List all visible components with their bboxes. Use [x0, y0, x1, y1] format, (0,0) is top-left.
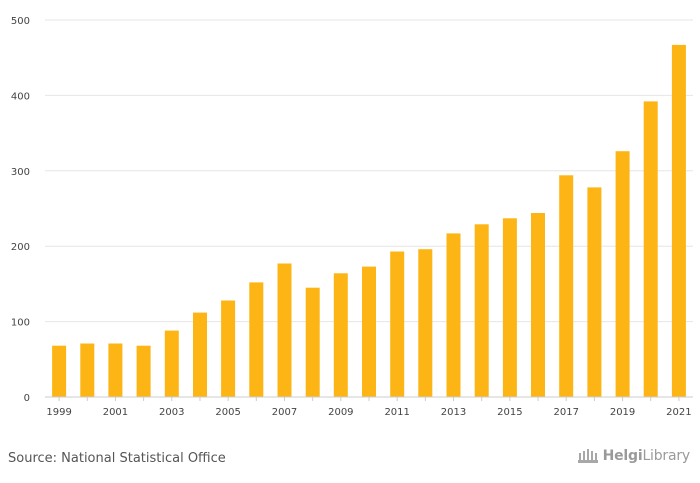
bar-2010[interactable]: [362, 266, 376, 397]
bar-2018[interactable]: [587, 187, 602, 397]
x-tick-label: 2013: [441, 407, 466, 418]
source-note: Source: National Statistical Office: [8, 451, 226, 466]
bar-2006[interactable]: [249, 282, 264, 397]
x-tick-label: 2001: [103, 407, 128, 418]
y-tick-label: 200: [11, 242, 30, 253]
y-tick-label: 400: [11, 91, 30, 102]
y-tick-label: 100: [11, 318, 30, 329]
bar-2007[interactable]: [277, 263, 292, 398]
logo-text-light: Library: [642, 448, 690, 464]
x-tick-label: 2021: [666, 407, 691, 418]
bar-2001[interactable]: [108, 343, 123, 398]
axes: 0 100 200 300 400 500 1999 2001 2003 2005 2007 2009…: [11, 16, 693, 418]
x-tick-label: 2019: [610, 407, 635, 418]
bar-2005[interactable]: [221, 300, 236, 398]
x-tick-label: 2017: [553, 407, 578, 418]
y-tick-label: 0: [24, 393, 30, 404]
bar-chart: 0 100 200 300 400 500 1999 2001 2003 2005 2007 2009…: [11, 16, 693, 418]
x-tick-label: 1999: [46, 407, 71, 418]
bar-2012[interactable]: [418, 249, 433, 397]
bar-2002[interactable]: [136, 345, 151, 397]
grid-lines: [45, 19, 693, 323]
bar-2015[interactable]: [502, 218, 517, 397]
bar-2019[interactable]: [615, 151, 630, 397]
logo-text-bold: Helgi: [602, 448, 643, 464]
x-tick-label: 2007: [272, 407, 297, 418]
x-tick-label: 2015: [497, 407, 522, 418]
y-tick-label: 300: [11, 167, 30, 178]
y-tick-label: 500: [11, 16, 30, 27]
bar-2014[interactable]: [474, 224, 489, 397]
bar-2009[interactable]: [333, 273, 348, 397]
bar-2016[interactable]: [531, 213, 545, 397]
helgi-library-logo[interactable]: HelgiLibrary: [577, 448, 690, 464]
x-tick-label: 2011: [384, 407, 409, 418]
x-tick-label: 2009: [328, 407, 353, 418]
library-building-icon: [577, 449, 598, 463]
bar-2021[interactable]: [671, 44, 686, 398]
bar-2004[interactable]: [193, 312, 207, 397]
chart-footer: Source: National Statistical Office Helg…: [0, 440, 700, 483]
x-tick-label: 2003: [159, 407, 184, 418]
bar-2017[interactable]: [559, 175, 574, 397]
bar-2003[interactable]: [164, 330, 179, 397]
bar-2000[interactable]: [80, 343, 95, 398]
bars: [52, 44, 686, 398]
bar-1999[interactable]: [52, 345, 67, 397]
bar-2013[interactable]: [446, 233, 461, 397]
logo-text: HelgiLibrary: [602, 448, 691, 464]
x-tick-label: 2005: [215, 407, 240, 418]
bar-2008[interactable]: [305, 287, 320, 397]
bar-2011[interactable]: [390, 251, 405, 398]
bar-2020[interactable]: [643, 101, 658, 398]
